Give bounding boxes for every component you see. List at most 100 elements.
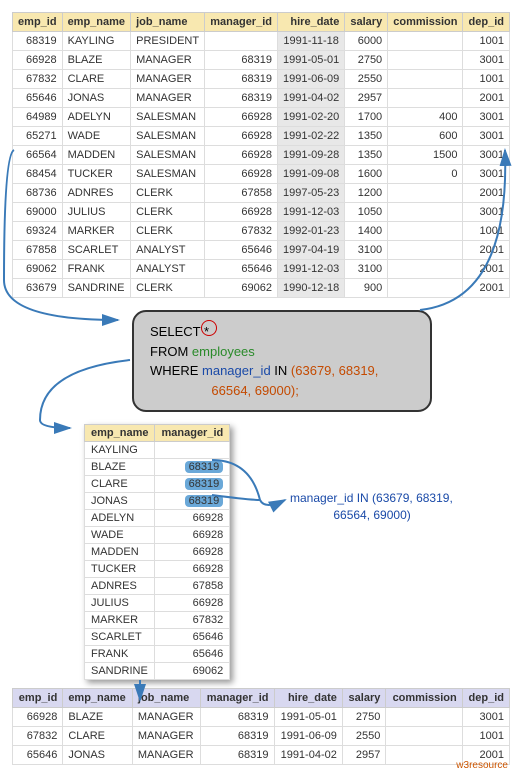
table-row: KAYLING: [85, 442, 230, 459]
table-cell: 3001: [463, 146, 510, 165]
col-header: commission: [388, 13, 463, 32]
table-cell: 69062: [205, 279, 278, 298]
table-cell: WADE: [62, 127, 131, 146]
sql-from: FROM: [150, 344, 188, 359]
table-cell: 68319: [205, 51, 278, 70]
table-row: 65646JONASMANAGER683191991-04-0229572001: [13, 746, 510, 765]
table-cell: 67832: [13, 70, 63, 89]
table-cell: 66928: [205, 165, 278, 184]
table-cell: JONAS: [62, 89, 131, 108]
table-cell: SALESMAN: [131, 165, 205, 184]
table-cell: SCARLET: [62, 241, 131, 260]
table-row: JONAS68319: [85, 493, 230, 510]
table-cell: 69324: [13, 222, 63, 241]
table-cell: 66928: [155, 561, 230, 578]
table-cell: ADNRES: [85, 578, 155, 595]
table-cell: 69062: [155, 663, 230, 680]
table-cell: KAYLING: [85, 442, 155, 459]
table-cell: 900: [345, 279, 388, 298]
table-cell: 65646: [205, 260, 278, 279]
table-row: 66928BLAZEMANAGER683191991-05-0127503001: [13, 708, 510, 727]
table-cell: 66928: [155, 527, 230, 544]
table-cell: 1991-06-09: [274, 727, 342, 746]
table-cell: [155, 442, 230, 459]
table-cell: 66928: [205, 203, 278, 222]
filter-annotation: manager_id IN (63679, 68319, 66564, 6900…: [290, 490, 453, 524]
table-cell: 65271: [13, 127, 63, 146]
table-row: 65271WADESALESMAN669281991-02-2213506003…: [13, 127, 510, 146]
table-cell: MANAGER: [132, 727, 200, 746]
table-cell: FRANK: [62, 260, 131, 279]
table-cell: 1991-12-03: [277, 260, 344, 279]
table-cell: JONAS: [63, 746, 133, 765]
col-header: emp_name: [63, 689, 133, 708]
annot-line1: manager_id IN (63679, 68319,: [290, 491, 453, 505]
sql-select: SELECT: [150, 324, 200, 339]
table-cell: 66928: [155, 510, 230, 527]
sql-table: employees: [192, 344, 255, 359]
table-cell: ADNRES: [62, 184, 131, 203]
table-cell: 2001: [463, 241, 510, 260]
table-row: 69062FRANKANALYST656461991-12-0331002001: [13, 260, 510, 279]
table-row: 68319KAYLINGPRESIDENT1991-11-1860001001: [13, 32, 510, 51]
col-header: hire_date: [277, 13, 344, 32]
table-cell: 2550: [342, 727, 386, 746]
table-cell: SALESMAN: [131, 146, 205, 165]
col-header: manager_id: [205, 13, 278, 32]
table-row: 69000JULIUSCLERK669281991-12-0310503001: [13, 203, 510, 222]
table-cell: 2001: [463, 89, 510, 108]
table-cell: 2001: [463, 260, 510, 279]
table-row: FRANK65646: [85, 646, 230, 663]
table-row: 63679SANDRINECLERK690621990-12-189002001: [13, 279, 510, 298]
table-cell: CLARE: [85, 476, 155, 493]
table-cell: BLAZE: [62, 51, 131, 70]
table-cell: MADDEN: [62, 146, 131, 165]
table-cell: 2957: [342, 746, 386, 765]
table-cell: 600: [388, 127, 463, 146]
table-cell: 2001: [463, 184, 510, 203]
table-cell: [388, 203, 463, 222]
projection-table: emp_namemanager_id KAYLINGBLAZE68319CLAR…: [84, 424, 230, 680]
table-cell: 3001: [463, 203, 510, 222]
employees-table: emp_idemp_namejob_namemanager_idhire_dat…: [12, 12, 510, 298]
table-cell: 63679: [13, 279, 63, 298]
table-cell: 3001: [463, 108, 510, 127]
table-cell: 400: [388, 108, 463, 127]
table-cell: 1991-02-22: [277, 127, 344, 146]
table-row: 67832CLAREMANAGER683191991-06-0925501001: [13, 727, 510, 746]
table-row: JULIUS66928: [85, 595, 230, 612]
col-header: job_name: [131, 13, 205, 32]
col-header: emp_name: [62, 13, 131, 32]
sql-vals2: 66564, 69000);: [211, 383, 298, 398]
table-cell: 1050: [345, 203, 388, 222]
table-row: SANDRINE69062: [85, 663, 230, 680]
table-cell: PRESIDENT: [131, 32, 205, 51]
sql-star: *: [204, 322, 209, 342]
table-cell: 66928: [155, 544, 230, 561]
table-cell: 1350: [345, 127, 388, 146]
result-table: emp_idemp_namejob_namemanager_idhire_dat…: [12, 688, 510, 765]
table-cell: KAYLING: [62, 32, 131, 51]
table-cell: MANAGER: [132, 746, 200, 765]
table-row: 65646JONASMANAGER683191991-04-0229572001: [13, 89, 510, 108]
table-cell: 1991-05-01: [274, 708, 342, 727]
table-row: 68736ADNRESCLERK678581997-05-2312002001: [13, 184, 510, 203]
table-row: TUCKER66928: [85, 561, 230, 578]
table-cell: 67832: [13, 727, 63, 746]
table-cell: [388, 279, 463, 298]
table-cell: 68454: [13, 165, 63, 184]
table-cell: MANAGER: [131, 51, 205, 70]
table-cell: [205, 32, 278, 51]
table-cell: 1400: [345, 222, 388, 241]
table-row: 64989ADELYNSALESMAN669281991-02-20170040…: [13, 108, 510, 127]
table-cell: [388, 32, 463, 51]
table-cell: 2750: [345, 51, 388, 70]
table-cell: MADDEN: [85, 544, 155, 561]
table-cell: ADELYN: [62, 108, 131, 127]
col-header: salary: [342, 689, 386, 708]
col-header: manager_id: [155, 425, 230, 442]
col-header: dep_id: [462, 689, 509, 708]
col-header: emp_id: [13, 689, 63, 708]
table-cell: JULIUS: [62, 203, 131, 222]
table-cell: ANALYST: [131, 241, 205, 260]
